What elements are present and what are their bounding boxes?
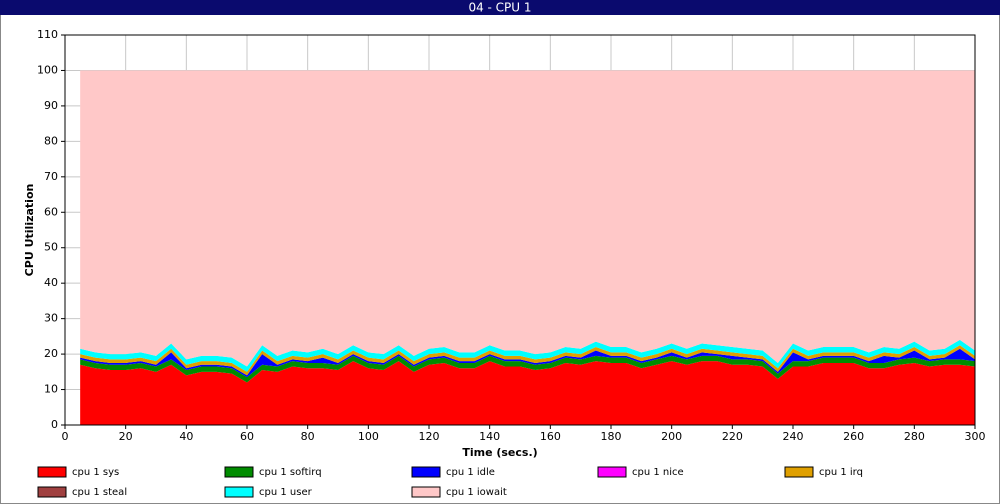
area [80,348,975,378]
y-tick-label: 30 [44,312,58,325]
title-bar [0,0,1000,15]
area [80,70,975,367]
x-tick-label: 240 [783,430,804,443]
y-tick-label: 20 [44,347,58,360]
y-tick-label: 70 [44,170,58,183]
area [80,345,975,376]
y-axis-title: CPU Utilization [23,184,36,277]
legend-label: cpu 1 user [259,487,313,498]
legend-swatch [784,466,814,478]
legend-swatch [597,466,627,478]
x-tick-label: 280 [904,430,925,443]
x-tick-label: 80 [301,430,315,443]
y-tick-label: 90 [44,99,58,112]
x-tick-label: 60 [240,430,254,443]
legend-label: cpu 1 idle [446,467,495,478]
x-tick-label: 140 [479,430,500,443]
y-tick-label: 50 [44,241,58,254]
legend-label: cpu 1 sys [72,467,119,478]
legend-label: cpu 1 irq [819,467,863,478]
x-tick-label: 120 [419,430,440,443]
legend-swatch [224,486,254,498]
x-tick-label: 200 [661,430,682,443]
legend-swatch [411,466,441,478]
x-tick-label: 40 [179,430,193,443]
legend-label: cpu 1 softirq [259,467,322,478]
x-tick-label: 160 [540,430,561,443]
y-tick-label: 60 [44,205,58,218]
x-tick-label: 180 [601,430,622,443]
legend-swatch [224,466,254,478]
legend-swatch [411,486,441,498]
chart-title: 04 - CPU 1 [468,1,531,15]
y-tick-label: 10 [44,383,58,396]
x-tick-label: 20 [119,430,133,443]
legend-label: cpu 1 steal [72,487,127,498]
area [80,339,975,372]
legend-swatch [37,486,67,498]
x-tick-label: 220 [722,430,743,443]
x-tick-label: 100 [358,430,379,443]
x-tick-label: 300 [965,430,986,443]
y-tick-label: 40 [44,276,58,289]
legend-swatch [37,466,67,478]
area [80,361,975,425]
area [80,355,975,383]
x-tick-label: 0 [62,430,69,443]
y-tick-label: 80 [44,134,58,147]
plot-border [64,34,976,426]
x-axis-title: Time (secs.) [462,446,537,459]
x-tick-label: 260 [843,430,864,443]
y-tick-label: 100 [37,63,58,76]
legend-label: cpu 1 nice [632,467,684,478]
y-tick-label: 0 [51,418,58,431]
legend-label: cpu 1 iowait [446,487,507,498]
y-tick-label: 110 [37,28,58,41]
